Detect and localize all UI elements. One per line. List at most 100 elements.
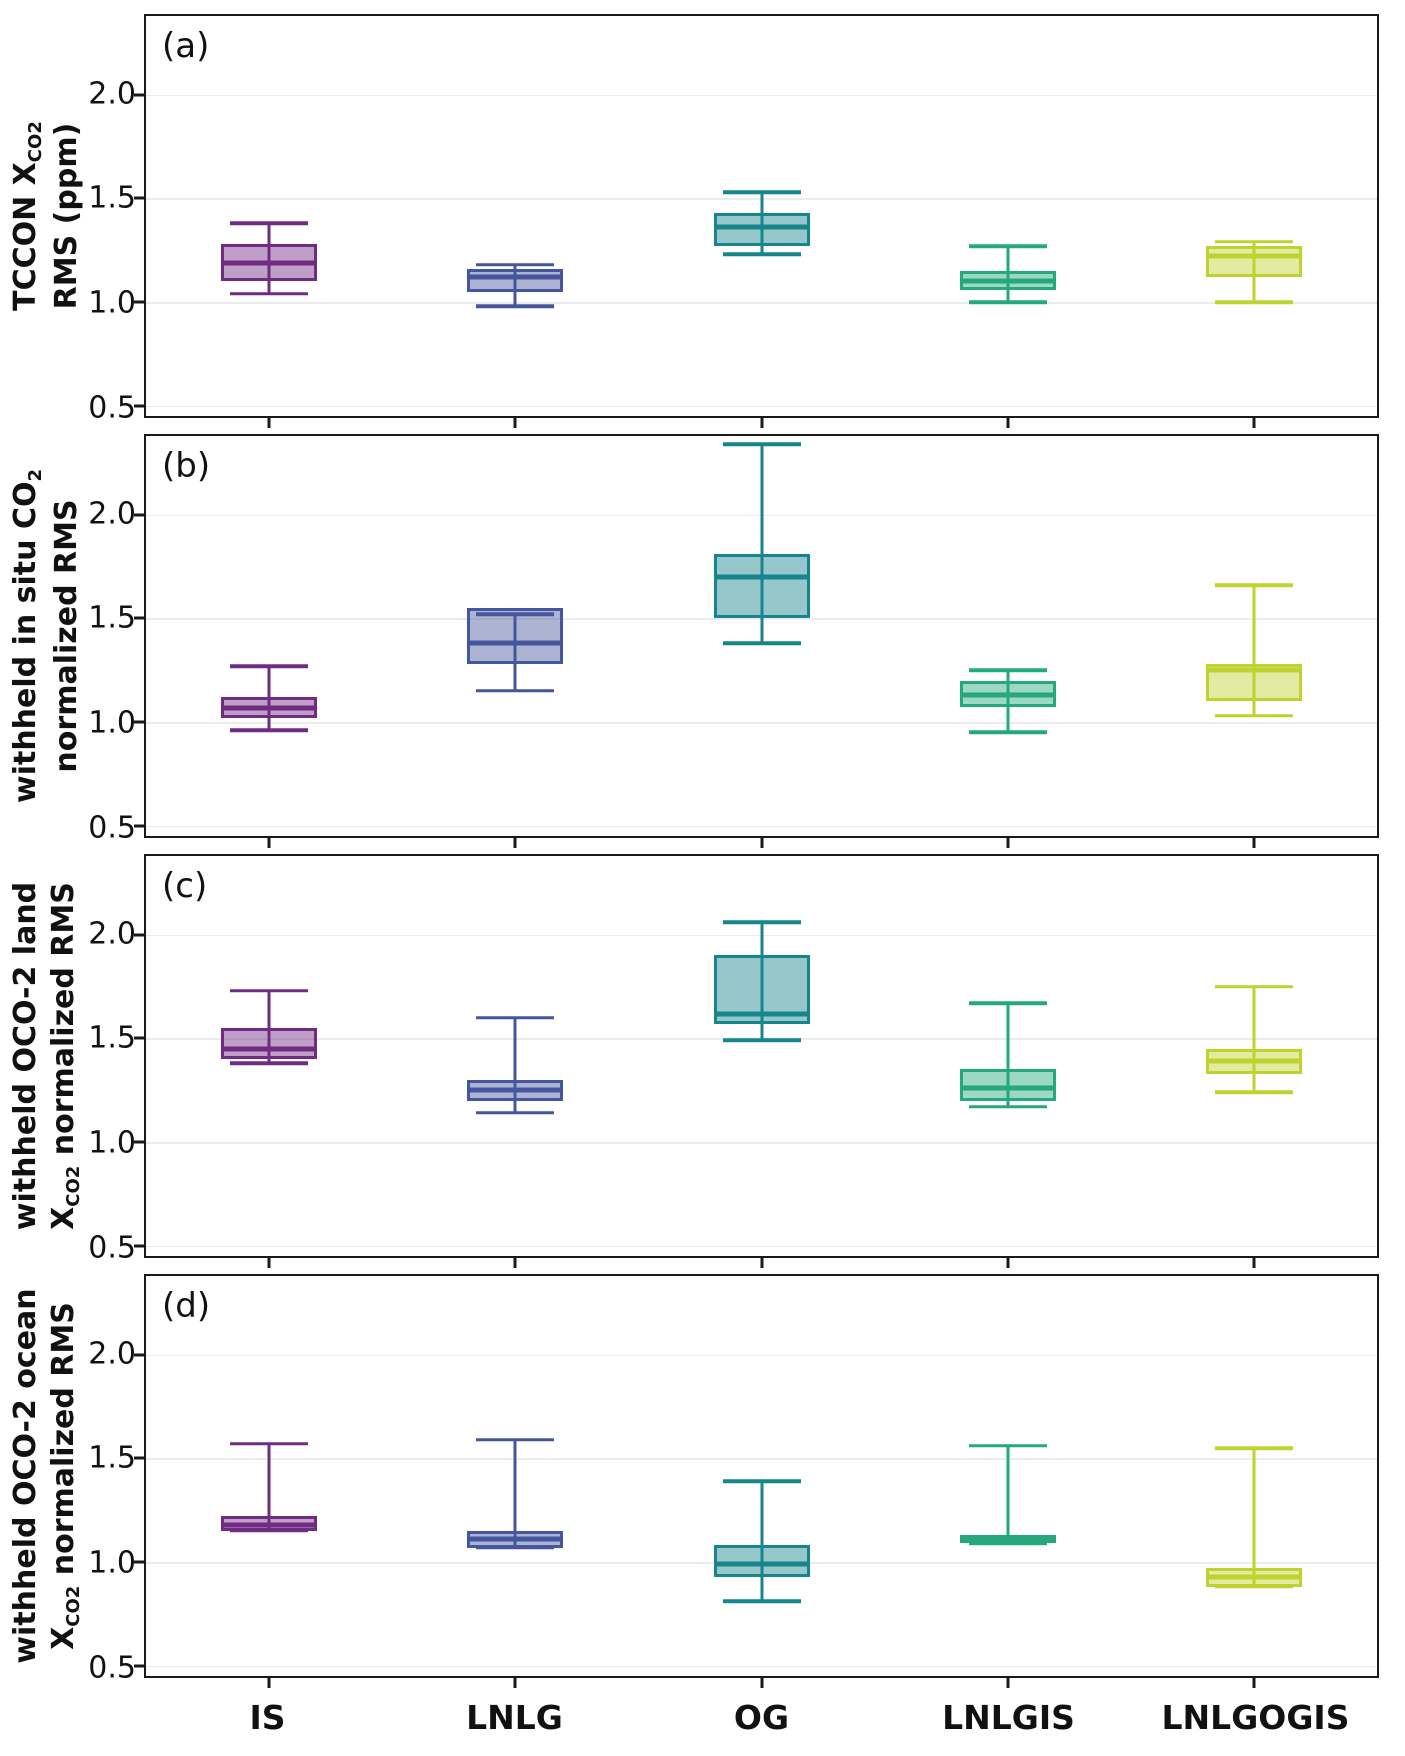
whisker-line	[1006, 1003, 1010, 1107]
y-tick-mark	[134, 513, 146, 517]
whisker-cap-top	[476, 1015, 555, 1020]
whisker-line	[1006, 670, 1010, 733]
y-tick-label: 2.0	[88, 916, 136, 952]
x-tick-mark	[513, 1676, 517, 1688]
y-tick-mark	[134, 1456, 146, 1460]
gridline	[146, 1665, 1377, 1668]
box-OG[interactable]	[713, 554, 810, 619]
median-line	[224, 1046, 315, 1052]
median-line	[1208, 667, 1299, 673]
y-tick-label: 0.5	[88, 1650, 136, 1686]
y-tick-mark	[134, 93, 146, 97]
whisker-cap-bottom	[1214, 1090, 1293, 1095]
whisker-line	[760, 192, 763, 255]
y-tick-label: 0.5	[88, 390, 136, 426]
x-tick-mark	[760, 1676, 763, 1688]
whisker-cap-bottom	[968, 300, 1047, 304]
box-OG[interactable]	[713, 1545, 810, 1577]
box-LNLG[interactable]	[467, 608, 564, 664]
whisker-cap-top	[476, 262, 555, 267]
gridline	[146, 302, 1377, 304]
whisker-cap-top	[230, 221, 309, 225]
y-axis-label-text: CO2	[62, 1585, 84, 1627]
y-axis-label-wrap: withheld OCO-2 land XCO2 normalized RMS	[6, 854, 86, 1258]
y-axis-label-text: 2	[25, 468, 47, 482]
whisker-cap-top	[1214, 240, 1293, 244]
y-tick-mark	[134, 300, 146, 304]
median-line	[1208, 1058, 1299, 1064]
y-axis-label-line: RMS (ppm)	[48, 16, 86, 416]
y-axis-label-text: TCCON X	[7, 162, 43, 311]
box-LNLGOGIS[interactable]	[1205, 246, 1302, 278]
whisker-line	[760, 1481, 763, 1602]
gridline	[146, 405, 1377, 408]
y-axis-label-text: CO2	[62, 1165, 84, 1207]
y-axis-label-text: normalized RMS	[45, 882, 81, 1166]
box-LNLG[interactable]	[467, 268, 564, 292]
box-LNLGIS[interactable]	[959, 1069, 1056, 1101]
median-line	[470, 274, 561, 280]
whisker-cap-bottom	[722, 252, 801, 257]
y-tick-label: 1.0	[88, 285, 136, 321]
whisker-cap-bottom	[722, 641, 801, 645]
whisker-cap-top	[722, 920, 801, 925]
y-tick-label: 1.5	[88, 180, 136, 216]
whisker-cap-top	[476, 612, 555, 616]
whisker-line	[513, 614, 517, 691]
whisker-cap-bottom	[230, 1529, 309, 1533]
x-tick-mark	[513, 416, 517, 428]
whisker-cap-top	[722, 1479, 801, 1483]
whisker-line	[1252, 241, 1256, 302]
whisker-line	[760, 444, 763, 644]
whisker-line	[513, 1017, 517, 1113]
panel-letter: (d)	[162, 1286, 211, 1326]
whisker-cap-bottom	[476, 689, 555, 693]
y-axis-label: withheld OCO-2 land XCO2 normalized RMS	[7, 856, 85, 1256]
whisker-cap-top	[476, 1437, 555, 1442]
whisker-line	[1006, 246, 1010, 302]
whisker-cap-top	[1214, 1446, 1293, 1450]
y-axis-label-line: XCO2 normalized RMS	[44, 856, 85, 1256]
median-line	[1208, 1574, 1299, 1580]
whisker-line	[267, 990, 271, 1064]
y-axis-label-line: normalized RMS	[48, 436, 86, 836]
x-tick-mark	[1252, 416, 1256, 428]
whisker-cap-bottom	[476, 304, 555, 308]
whisker-cap-bottom	[476, 1111, 555, 1115]
y-axis-label-text: X	[45, 1206, 81, 1230]
box-IS[interactable]	[221, 1028, 318, 1060]
y-tick-labels: 0.5 1.0 1.5 2.0	[86, 854, 144, 1265]
panel-row-c: withheld OCO-2 land XCO2 normalized RMS 0.…	[6, 854, 1379, 1268]
y-axis-label-text: withheld OCO-2 ocean	[7, 1288, 43, 1664]
whisker-line	[1252, 986, 1256, 1093]
whisker-cap-bottom	[968, 1105, 1047, 1109]
panel-row-b: withheld in situ CO2 normalized RMS 0.5 1.0…	[6, 434, 1379, 848]
median-line	[716, 1561, 807, 1567]
x-tick-mark	[1006, 836, 1010, 848]
whisker-cap-top	[968, 1001, 1047, 1005]
median-line	[962, 692, 1053, 698]
whisker-cap-top	[968, 668, 1047, 672]
y-tick-mark	[134, 824, 146, 828]
plot-area: (a)	[134, 14, 1379, 428]
median-line	[962, 1536, 1053, 1542]
x-tick-mark	[1006, 1676, 1010, 1688]
y-axis-label-text: CO2	[25, 121, 47, 163]
median-line	[1208, 253, 1299, 259]
y-axis-label: withheld OCO-2 ocean XCO2 normalized RMS	[7, 1276, 85, 1676]
whisker-cap-bottom	[968, 1541, 1047, 1546]
x-tick-mark	[513, 836, 517, 848]
y-tick-mark	[134, 196, 146, 200]
whisker-line	[513, 264, 517, 307]
panel-row-d: withheld OCO-2 ocean XCO2 normalized RMS 0…	[6, 1274, 1379, 1688]
y-tick-mark	[134, 1664, 146, 1668]
y-axis-label-line: TCCON XCO2	[7, 16, 48, 416]
x-category-labels-row: IS LNLG OG LNLGIS LNLGOGIS	[6, 1694, 1379, 1746]
x-tick-mark	[267, 836, 271, 848]
panel-row-a: TCCON XCO2 RMS (ppm) 0.5 1.0 1.5 2.0 (a)	[6, 14, 1379, 428]
whisker-cap-top	[968, 1444, 1047, 1448]
y-axis-label: withheld in situ CO2 normalized RMS	[7, 436, 85, 836]
y-tick-label: 1.0	[88, 1125, 136, 1161]
y-axis-label-text: X	[45, 1626, 81, 1650]
y-axis-label-line: withheld OCO-2 land	[7, 856, 45, 1256]
